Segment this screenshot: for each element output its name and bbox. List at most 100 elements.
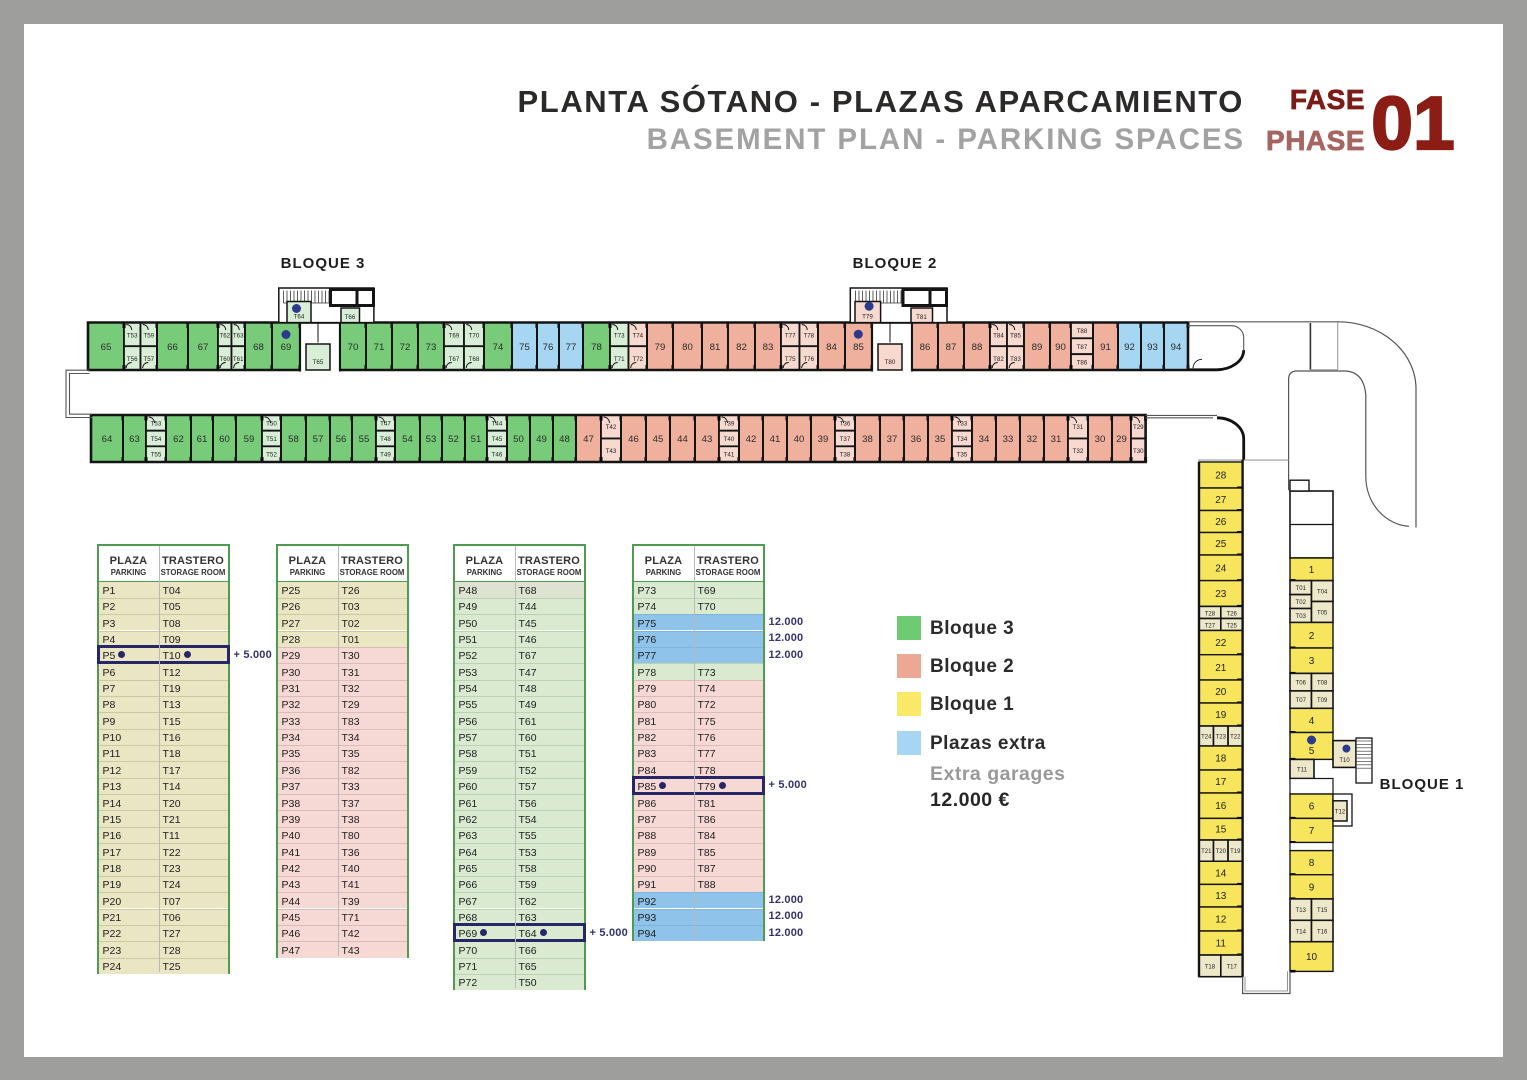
svg-text:19: 19 (1215, 710, 1227, 721)
svg-text:T32: T32 (1073, 448, 1084, 455)
svg-text:35: 35 (935, 434, 946, 445)
svg-text:55: 55 (359, 434, 370, 445)
svg-text:T12: T12 (1335, 810, 1346, 816)
svg-text:T04: T04 (1317, 590, 1328, 596)
svg-text:T59: T59 (143, 333, 154, 340)
svg-text:50: 50 (513, 434, 524, 445)
svg-text:T79: T79 (862, 314, 873, 321)
svg-text:68: 68 (253, 342, 264, 353)
svg-text:43: 43 (702, 434, 713, 445)
svg-text:T52: T52 (266, 452, 277, 459)
svg-text:34: 34 (979, 434, 990, 445)
svg-text:T66: T66 (345, 314, 356, 321)
svg-text:T11: T11 (1297, 768, 1308, 774)
svg-text:40: 40 (794, 434, 805, 445)
svg-text:86: 86 (920, 342, 931, 353)
svg-text:4: 4 (1309, 716, 1315, 727)
svg-text:T36: T36 (840, 420, 851, 427)
svg-text:T65: T65 (313, 359, 324, 366)
svg-text:65: 65 (101, 342, 112, 353)
svg-text:T56: T56 (127, 356, 138, 363)
svg-text:39: 39 (818, 434, 829, 445)
svg-text:T82: T82 (993, 356, 1004, 363)
svg-text:T15: T15 (1317, 908, 1328, 914)
svg-text:42: 42 (746, 434, 757, 445)
svg-text:T02: T02 (1296, 600, 1307, 606)
svg-text:52: 52 (448, 434, 459, 445)
svg-text:6: 6 (1309, 802, 1315, 813)
svg-text:57: 57 (313, 434, 324, 445)
svg-text:T01: T01 (1296, 586, 1307, 592)
svg-text:5: 5 (1309, 746, 1315, 757)
svg-text:T48: T48 (380, 436, 391, 443)
svg-text:T39: T39 (724, 420, 735, 427)
svg-text:T38: T38 (840, 452, 851, 459)
svg-text:80: 80 (682, 342, 693, 353)
svg-text:58: 58 (288, 434, 299, 445)
svg-text:69: 69 (281, 342, 292, 353)
svg-text:T80: T80 (885, 359, 896, 366)
svg-text:38: 38 (862, 434, 873, 445)
svg-text:51: 51 (471, 434, 482, 445)
svg-text:T34: T34 (957, 436, 968, 443)
svg-text:T35: T35 (957, 452, 968, 459)
svg-text:20: 20 (1215, 687, 1227, 698)
svg-text:73: 73 (426, 342, 437, 353)
svg-text:47: 47 (583, 434, 594, 445)
svg-text:T46: T46 (492, 452, 503, 459)
svg-text:T45: T45 (492, 436, 503, 443)
svg-text:T85: T85 (1010, 333, 1021, 340)
svg-text:30: 30 (1095, 434, 1106, 445)
svg-text:T75: T75 (785, 356, 796, 363)
svg-text:41: 41 (770, 434, 781, 445)
svg-text:54: 54 (402, 434, 413, 445)
svg-text:37: 37 (887, 434, 898, 445)
svg-text:T27: T27 (1205, 624, 1216, 630)
svg-text:3: 3 (1309, 656, 1315, 667)
svg-text:T21: T21 (1201, 849, 1212, 855)
svg-text:T18: T18 (1205, 964, 1216, 970)
svg-text:T61: T61 (233, 356, 244, 363)
svg-text:T71: T71 (614, 356, 625, 363)
svg-text:49: 49 (536, 434, 547, 445)
svg-text:17: 17 (1215, 777, 1227, 788)
svg-text:T67: T67 (449, 356, 460, 363)
svg-text:31: 31 (1051, 434, 1062, 445)
svg-text:25: 25 (1215, 539, 1227, 550)
svg-text:T86: T86 (1077, 360, 1088, 367)
svg-text:88: 88 (972, 342, 983, 353)
svg-text:22: 22 (1215, 638, 1227, 649)
svg-text:24: 24 (1215, 563, 1227, 574)
svg-text:29: 29 (1116, 434, 1127, 445)
svg-text:T29: T29 (1133, 424, 1144, 431)
svg-text:T53: T53 (127, 333, 138, 340)
svg-text:T43: T43 (606, 448, 617, 455)
svg-text:83: 83 (763, 342, 774, 353)
svg-text:45: 45 (653, 434, 664, 445)
svg-text:T13: T13 (1296, 908, 1307, 914)
svg-text:85: 85 (853, 342, 864, 353)
svg-text:81: 81 (710, 342, 721, 353)
svg-text:T07: T07 (1296, 698, 1307, 704)
svg-text:84: 84 (826, 342, 837, 353)
svg-text:33: 33 (1003, 434, 1014, 445)
svg-text:T10: T10 (1339, 758, 1350, 764)
svg-text:48: 48 (559, 434, 570, 445)
svg-text:T87: T87 (1077, 344, 1088, 351)
svg-text:T22: T22 (1230, 735, 1241, 741)
svg-text:60: 60 (219, 434, 230, 445)
svg-text:T20: T20 (1216, 849, 1227, 855)
svg-text:T44: T44 (492, 420, 503, 427)
svg-text:36: 36 (911, 434, 922, 445)
svg-text:T05: T05 (1317, 611, 1328, 617)
svg-text:T17: T17 (1227, 964, 1238, 970)
svg-text:71: 71 (374, 342, 385, 353)
svg-text:61: 61 (197, 434, 208, 445)
svg-text:T53: T53 (151, 420, 162, 427)
svg-text:18: 18 (1215, 754, 1227, 765)
svg-text:53: 53 (426, 434, 437, 445)
svg-text:T06: T06 (1296, 681, 1307, 687)
svg-text:89: 89 (1032, 342, 1043, 353)
svg-text:82: 82 (736, 342, 747, 353)
svg-text:T78: T78 (803, 333, 814, 340)
